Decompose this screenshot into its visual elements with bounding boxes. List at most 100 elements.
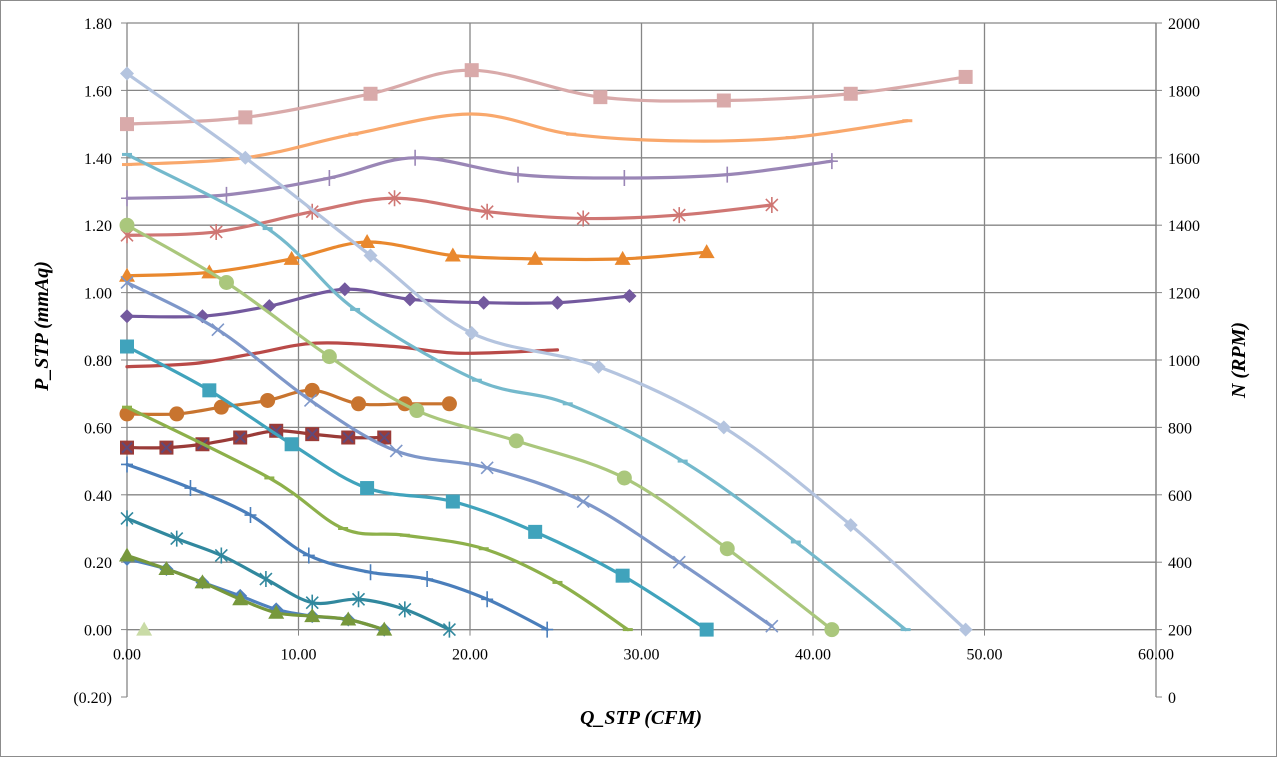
asterisk-marker <box>398 601 412 618</box>
y-tick-label: 0.60 <box>84 420 112 437</box>
x-marker <box>120 275 134 290</box>
circle-marker <box>119 217 135 233</box>
triangle-marker <box>376 621 393 636</box>
asterisk-marker <box>480 203 494 220</box>
plus-marker <box>481 591 494 608</box>
diamond-marker <box>591 359 606 374</box>
circle-marker <box>441 396 457 412</box>
x-marker <box>480 461 494 475</box>
series-line <box>125 462 549 632</box>
x-marker <box>121 441 133 454</box>
square-marker <box>202 383 217 398</box>
diamond-marker <box>402 292 417 307</box>
plus-marker <box>364 564 377 581</box>
y-tick-label: 1.20 <box>84 218 112 235</box>
circle-marker <box>260 392 276 408</box>
triangle-marker <box>283 250 300 265</box>
series-8 <box>120 423 392 455</box>
plus-marker <box>121 190 133 207</box>
y2-axis-title: N (RPM) <box>1228 322 1250 399</box>
series-6 <box>125 341 560 369</box>
y2-tick-label: 400 <box>1168 555 1192 572</box>
x-marker <box>389 444 403 458</box>
y2-tick-label: 2000 <box>1168 16 1200 33</box>
series-line <box>125 112 909 167</box>
y-tick-label: 0.80 <box>84 353 112 370</box>
y-axis-title: P_STP (mmAq) <box>31 261 53 392</box>
x-tick-label: 10.00 <box>281 647 317 664</box>
diamond-marker <box>120 309 134 324</box>
square-marker <box>120 339 134 354</box>
series-0 <box>120 63 973 132</box>
triangle-marker <box>340 611 357 626</box>
diamond-marker <box>958 622 973 637</box>
series-line <box>125 68 968 126</box>
circle-marker <box>508 433 524 449</box>
diamond-marker <box>337 282 352 297</box>
diamond-marker <box>622 288 637 303</box>
plus-marker <box>409 149 422 166</box>
x-marker <box>576 494 590 509</box>
square-marker <box>843 86 858 101</box>
series-15 <box>121 456 554 638</box>
circle-marker <box>169 406 185 422</box>
asterisk-marker <box>209 223 223 240</box>
y-tick-label: (0.20) <box>73 690 112 707</box>
diamond-marker <box>464 326 479 341</box>
circle-marker <box>218 274 234 290</box>
series-line <box>125 71 968 632</box>
circle-marker <box>409 403 425 419</box>
series-group <box>119 63 973 638</box>
x-marker <box>270 425 282 437</box>
triangle-marker <box>444 247 461 262</box>
y2-tick-label: 200 <box>1168 623 1192 640</box>
square-marker <box>716 93 731 108</box>
diamond-marker <box>120 66 134 81</box>
triangle-marker <box>614 250 631 265</box>
square-marker <box>120 117 134 132</box>
plus-marker <box>512 166 525 183</box>
square-marker <box>528 524 543 539</box>
asterisk-marker <box>576 210 590 227</box>
plus-marker <box>184 480 197 497</box>
circle-marker <box>321 349 337 365</box>
square-marker <box>699 622 714 637</box>
x-marker <box>765 619 779 633</box>
square-marker <box>958 69 973 84</box>
asterisk-marker <box>765 196 779 213</box>
diamond-marker <box>238 150 253 165</box>
asterisk-marker <box>351 591 366 608</box>
triangle-marker <box>268 604 285 619</box>
x-tick-label: 60.00 <box>1138 647 1174 664</box>
triangle-marker <box>359 234 376 249</box>
series-2 <box>121 149 838 207</box>
series-16 <box>120 510 456 638</box>
series-14 <box>122 405 633 632</box>
series-line <box>125 344 709 632</box>
asterisk-marker <box>170 530 184 547</box>
asterisk-marker <box>672 207 686 224</box>
triangle-marker <box>698 244 715 259</box>
series-11 <box>119 217 840 638</box>
x-marker <box>342 431 354 444</box>
x-marker <box>234 431 246 444</box>
asterisk-marker <box>259 571 273 588</box>
circle-marker <box>304 382 320 398</box>
x-marker <box>303 393 318 408</box>
series-18 <box>119 547 393 636</box>
y2-tick-label: 600 <box>1168 488 1192 505</box>
y2-tick-label: 1000 <box>1168 353 1200 370</box>
series-line <box>125 240 709 278</box>
diamond-marker <box>363 248 378 263</box>
series-line <box>125 341 560 369</box>
x-marker <box>306 428 318 440</box>
series-12 <box>120 275 779 633</box>
x-tick-label: 20.00 <box>452 647 488 664</box>
circle-marker <box>616 470 632 486</box>
series-9 <box>120 66 973 637</box>
circle-marker <box>351 396 367 412</box>
plus-marker <box>244 507 257 524</box>
plus-marker <box>302 547 315 564</box>
